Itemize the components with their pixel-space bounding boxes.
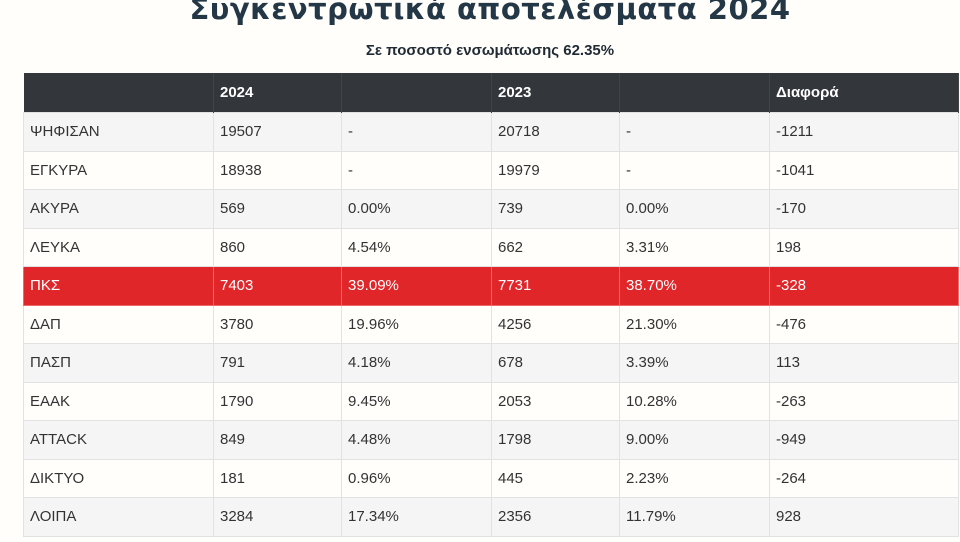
table-cell: 17.34% bbox=[341, 497, 492, 537]
table-cell: 10.28% bbox=[619, 381, 770, 421]
table-cell: 198 bbox=[769, 227, 959, 267]
table-cell: 739 bbox=[491, 189, 620, 229]
table-cell: -264 bbox=[769, 458, 959, 498]
table-cell: 569 bbox=[213, 189, 342, 229]
table-cell: 0.00% bbox=[619, 189, 770, 229]
table-cell: -1211 bbox=[769, 112, 959, 152]
table-row: ΔΑΠ 3780 19.96% 4256 21.30% -476 bbox=[23, 304, 959, 344]
table-cell: 181 bbox=[213, 458, 342, 498]
table-row: ATTACK 849 4.48% 1798 9.00% -949 bbox=[23, 420, 959, 460]
table-row: ΕΑΑΚ 1790 9.45% 2053 10.28% -263 bbox=[23, 381, 959, 421]
table-cell: -170 bbox=[769, 189, 959, 229]
table-cell: ATTACK bbox=[23, 420, 214, 460]
column-header: 2023 bbox=[491, 73, 620, 113]
table-cell: ΕΑΑΚ bbox=[23, 381, 214, 421]
table-cell: ΔΙΚΤΥΟ bbox=[23, 458, 214, 498]
table-cell: ΛΟΙΠΑ bbox=[23, 497, 214, 537]
table-cell: 19507 bbox=[213, 112, 342, 152]
table-cell: 4256 bbox=[491, 304, 620, 344]
table-cell: 9.00% bbox=[619, 420, 770, 460]
table-cell: 3780 bbox=[213, 304, 342, 344]
results-table: 2024 2023 Διαφορά ΨΗΦΙΣΑΝ 19507-20718- -1211… bbox=[23, 73, 959, 537]
table-cell: 39.09% bbox=[341, 266, 492, 306]
table-cell: 19.96% bbox=[341, 304, 492, 344]
table-cell: -476 bbox=[769, 304, 959, 344]
table-cell: - bbox=[341, 150, 492, 190]
table-cell: 0.00% bbox=[341, 189, 492, 229]
table-cell: - bbox=[341, 112, 492, 152]
table-cell: 791 bbox=[213, 343, 342, 383]
table-header: 2024 2023 Διαφορά bbox=[23, 73, 959, 113]
table-cell: 19979 bbox=[491, 150, 620, 190]
table-cell: 38.70% bbox=[619, 266, 770, 306]
table-cell: 3.31% bbox=[619, 227, 770, 267]
table-cell: - bbox=[619, 150, 770, 190]
table-cell: ΠΑΣΠ bbox=[23, 343, 214, 383]
table-cell: ΕΓΚΥΡΑ bbox=[23, 150, 214, 190]
table-cell: 4.18% bbox=[341, 343, 492, 383]
table-row: ΑΚΥΡΑ 569 0.00% 739 0.00% -170 bbox=[23, 189, 959, 229]
table-cell: 3284 bbox=[213, 497, 342, 537]
table-cell: ΠΚΣ bbox=[23, 266, 214, 306]
table-row: ΠΚΣ 7403 39.09% 7731 38.70% -328 bbox=[23, 266, 959, 306]
table-cell: 2356 bbox=[491, 497, 620, 537]
table-cell: 20718 bbox=[491, 112, 620, 152]
table-cell: 21.30% bbox=[619, 304, 770, 344]
table-cell: -263 bbox=[769, 381, 959, 421]
table-row: ΔΙΚΤΥΟ 181 0.96% 445 2.23% -264 bbox=[23, 458, 959, 498]
page-subtitle: Σε ποσοστό ενσωμάτωσης 62.35% bbox=[365, 42, 615, 59]
table-cell: - bbox=[619, 112, 770, 152]
table-cell: 849 bbox=[213, 420, 342, 460]
table-row: ΨΗΦΙΣΑΝ 19507-20718- -1211 bbox=[23, 112, 959, 152]
table-cell: 2.23% bbox=[619, 458, 770, 498]
table-cell: 7731 bbox=[491, 266, 620, 306]
column-header bbox=[23, 73, 214, 113]
table-cell: ΛΕΥΚΑ bbox=[23, 227, 214, 267]
table-cell: 4.54% bbox=[341, 227, 492, 267]
column-header bbox=[341, 73, 492, 113]
table-cell: -949 bbox=[769, 420, 959, 460]
table-cell: 4.48% bbox=[341, 420, 492, 460]
table-cell: -328 bbox=[769, 266, 959, 306]
table-cell: ΨΗΦΙΣΑΝ bbox=[23, 112, 214, 152]
table-cell: 445 bbox=[491, 458, 620, 498]
table-cell: 2053 bbox=[491, 381, 620, 421]
column-header bbox=[619, 73, 770, 113]
table-cell: 678 bbox=[491, 343, 620, 383]
column-header: Διαφορά bbox=[769, 73, 959, 113]
table-cell: 11.79% bbox=[619, 497, 770, 537]
table-cell: ΑΚΥΡΑ bbox=[23, 189, 214, 229]
table-cell: 0.96% bbox=[341, 458, 492, 498]
column-header: 2024 bbox=[213, 73, 342, 113]
table-cell: 113 bbox=[769, 343, 959, 383]
table-cell: 3.39% bbox=[619, 343, 770, 383]
table-row: ΕΓΚΥΡΑ 18938-19979- -1041 bbox=[23, 150, 959, 190]
table-cell: 7403 bbox=[213, 266, 342, 306]
table-cell: -1041 bbox=[769, 150, 959, 190]
table-cell: 662 bbox=[491, 227, 620, 267]
table-row: ΛΟΙΠΑ 3284 17.34% 2356 11.79% 928 bbox=[23, 497, 959, 537]
table-cell: 1798 bbox=[491, 420, 620, 460]
table-cell: ΔΑΠ bbox=[23, 304, 214, 344]
table-row: ΠΑΣΠ 791 4.18% 678 3.39% 113 bbox=[23, 343, 959, 383]
table-row: ΛΕΥΚΑ 860 4.54% 662 3.31% 198 bbox=[23, 227, 959, 267]
table-cell: 928 bbox=[769, 497, 959, 537]
table-cell: 9.45% bbox=[341, 381, 492, 421]
table-cell: 18938 bbox=[213, 150, 342, 190]
table-cell: 860 bbox=[213, 227, 342, 267]
page-title: Συγκεντρωτικά αποτελέσματα 2024 bbox=[189, 0, 791, 26]
table-cell: 1790 bbox=[213, 381, 342, 421]
